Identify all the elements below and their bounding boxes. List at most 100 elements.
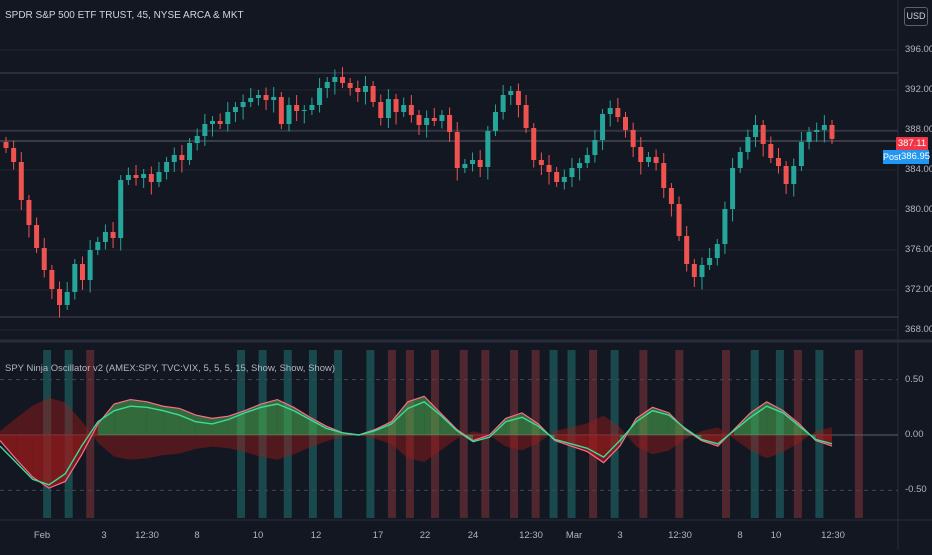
candle-body (745, 137, 751, 152)
time-axis-label: 3 (617, 530, 623, 541)
oscillator-fill (440, 435, 457, 451)
signal-bar (854, 350, 863, 518)
candle-body (179, 155, 185, 160)
candle-body (760, 125, 766, 144)
candle-body (156, 172, 162, 182)
oscillator-fill (65, 435, 82, 482)
time-axis-label: 8 (737, 530, 743, 541)
currency-button[interactable]: USD (904, 7, 928, 26)
candle-body (753, 125, 759, 137)
oscillator-fill (570, 423, 588, 435)
candle-body (508, 91, 514, 95)
candle-body (798, 142, 804, 166)
candle-body (286, 105, 292, 124)
candle-body (248, 98, 254, 102)
candle-body (554, 172, 560, 182)
candle-body (584, 155, 590, 163)
signal-bar (567, 350, 576, 518)
candle-body (431, 118, 437, 121)
oscillator-fill (228, 410, 245, 435)
candle-body (347, 83, 353, 88)
candle-body (18, 162, 24, 200)
oscillator-fill (636, 435, 653, 455)
last-price-tag: 387.11 (896, 137, 928, 151)
candle-body (393, 99, 399, 112)
oscillator-fill (358, 435, 376, 439)
candle-body (477, 160, 483, 167)
oscillator-fill (766, 435, 784, 459)
oscillator-fill (179, 435, 196, 454)
oscillator-fill (407, 435, 425, 463)
oscillator-fill (326, 435, 343, 442)
candle-body (362, 86, 368, 92)
indicator-axis-label: -0.50 (905, 484, 927, 496)
signal-bar (64, 350, 73, 518)
oscillator-fill (277, 435, 294, 460)
time-axis-label: 10 (770, 530, 782, 541)
candle-body (95, 242, 101, 250)
candle-body (569, 168, 575, 177)
oscillator-fill (114, 435, 131, 460)
oscillator-fill (32, 435, 49, 489)
oscillator-fill (652, 435, 669, 455)
time-axis-label: 12:30 (519, 530, 543, 541)
oscillator-fill (293, 407, 310, 435)
candle-body (515, 91, 521, 105)
oscillator-fill (538, 431, 555, 443)
oscillator-fill (375, 435, 392, 445)
price-axis-label: 396.00 (905, 44, 932, 55)
candle-body (110, 232, 116, 238)
oscillator-line-slow (0, 400, 833, 486)
candle-body (722, 209, 728, 244)
candle-body (821, 125, 827, 130)
signal-bar (589, 350, 598, 518)
price-axis-label: 376.00 (905, 244, 932, 255)
oscillator-fill (212, 435, 229, 449)
candle-body (783, 166, 789, 184)
candle-body (309, 105, 315, 110)
oscillator-fill (0, 417, 17, 435)
candle-body (240, 102, 246, 107)
time-axis-label: 3 (101, 530, 107, 541)
post-price-tag: 386.95 (901, 150, 931, 164)
symbol-title: SPDR S&P 500 ETF TRUST, 45, NYSE ARCA & … (5, 10, 244, 21)
oscillator-fill (489, 435, 506, 447)
candle-body (385, 99, 391, 118)
candle-body (600, 114, 606, 140)
candle-body (133, 175, 139, 178)
candle-body (500, 95, 506, 112)
candle-body (806, 132, 812, 142)
oscillator-fill (130, 399, 147, 435)
candle-body (3, 142, 9, 148)
candle-body (737, 152, 743, 168)
candle-body (538, 160, 544, 165)
oscillator-fill (212, 416, 229, 435)
candle-body (615, 108, 621, 117)
candle-body (148, 174, 154, 182)
candle-body (561, 177, 567, 182)
oscillator-fill (65, 402, 82, 435)
signal-bar (610, 350, 619, 518)
candle-body (217, 121, 223, 124)
time-axis-label: 8 (194, 530, 200, 541)
candle-body (164, 162, 170, 172)
signal-bar (549, 350, 558, 518)
price-axis-label: 388.00 (905, 124, 932, 135)
candle-body (317, 88, 323, 105)
oscillator-fill (32, 397, 49, 435)
candle-body (691, 264, 697, 277)
candle-body (271, 97, 277, 100)
oscillator-fill (261, 435, 278, 460)
oscillator-fill (391, 435, 408, 459)
oscillator-fill (195, 415, 213, 435)
candle-body (653, 157, 659, 163)
candle-body (57, 289, 63, 305)
candle-body (202, 124, 208, 136)
time-axis-label: 24 (467, 530, 479, 541)
oscillator-fill (146, 435, 164, 459)
oscillator-line-fast (0, 395, 833, 489)
oscillator-fill (81, 421, 98, 443)
candle-body (447, 115, 453, 132)
